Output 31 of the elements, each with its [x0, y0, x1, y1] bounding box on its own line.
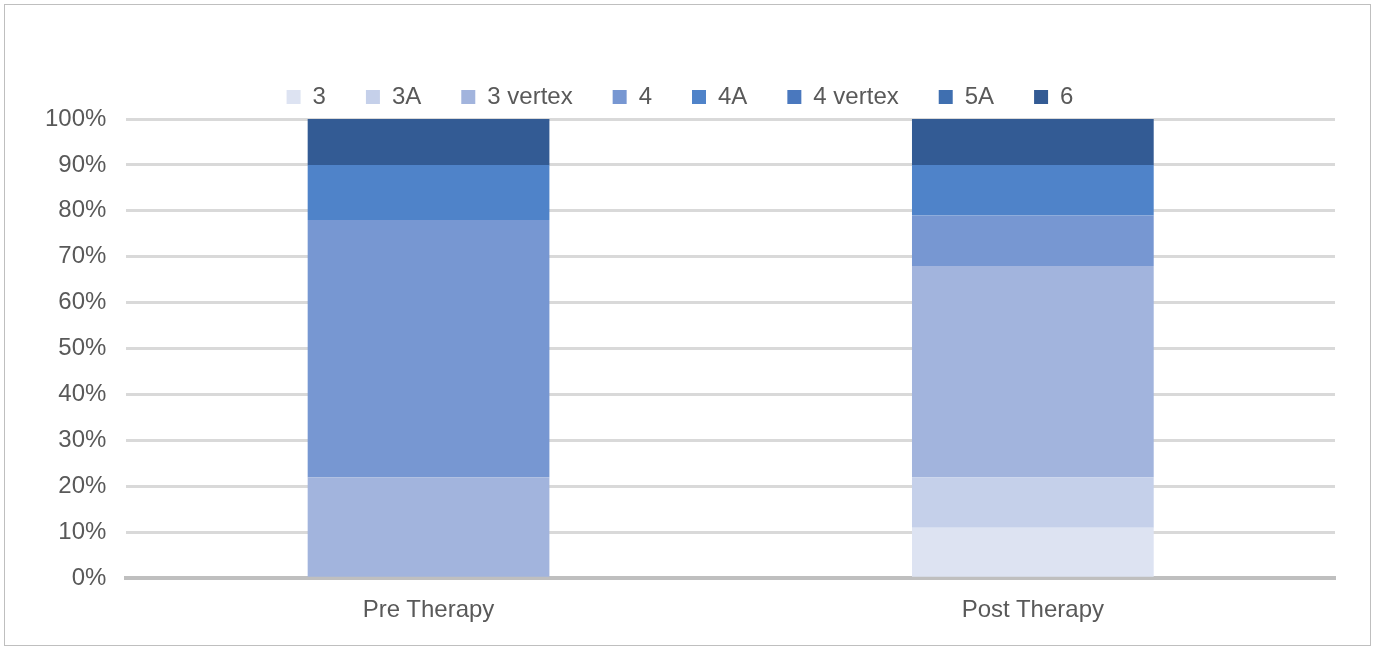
- y-tick-label: 50%: [58, 333, 107, 361]
- bar: [911, 119, 1154, 165]
- x-tick-label: Post Therapy: [961, 595, 1104, 623]
- y-tick-label: 30%: [58, 425, 107, 453]
- bar: [911, 215, 1154, 266]
- y-tick-label: 80%: [58, 195, 107, 223]
- legend-label: 4 vertex: [813, 81, 899, 109]
- bar: [307, 477, 550, 577]
- y-tick-label: 70%: [58, 241, 107, 269]
- y-tick-label: 40%: [58, 379, 107, 407]
- bar: [911, 477, 1154, 528]
- legend-label: 3 vertex: [487, 81, 573, 109]
- bar: [307, 164, 550, 221]
- y-tick-label: 20%: [58, 470, 107, 498]
- bar: [307, 119, 550, 165]
- bar: [911, 164, 1154, 216]
- legend-label: 4A: [718, 81, 748, 109]
- y-tick-label: 100%: [44, 103, 107, 131]
- legend-label: 3A: [391, 81, 422, 109]
- legend-label: 5A: [964, 81, 995, 109]
- y-tick-label: 0%: [71, 562, 107, 590]
- y-tick-label: 90%: [58, 149, 107, 177]
- y-tick-label: 60%: [58, 287, 107, 315]
- bar: [307, 220, 550, 478]
- bar: [911, 265, 1154, 478]
- bar: [911, 527, 1154, 577]
- legend-label: 4: [638, 81, 653, 109]
- y-tick-label: 10%: [58, 516, 107, 544]
- legend-label: 6: [1060, 81, 1074, 109]
- legend-label: 3: [312, 81, 326, 109]
- x-tick-label: Pre Therapy: [362, 595, 495, 623]
